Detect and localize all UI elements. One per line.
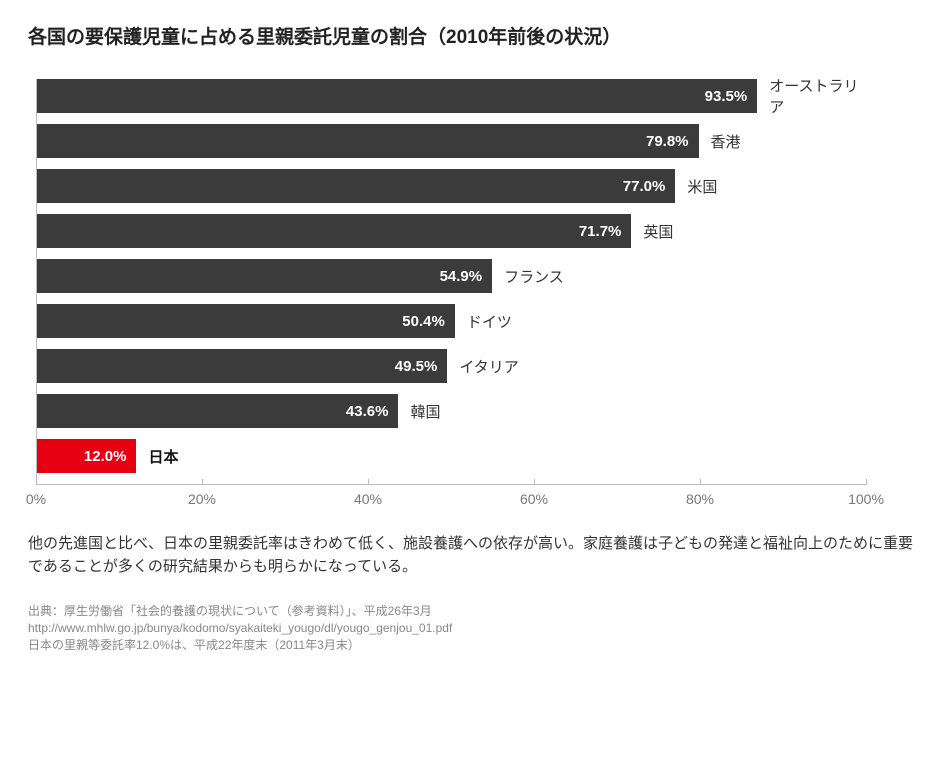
chart-plot: 93.5%オーストラリア 79.8% 香港 77.0% 米国 71.7% 英国 54.9% フラ… [36, 79, 866, 484]
bar-label: 米国 [687, 176, 717, 197]
x-tick: 60% [520, 485, 548, 507]
bar-value: 54.9% [440, 268, 483, 285]
bar-row: 12.0% 日本 [37, 439, 866, 473]
bar: 93.5% [37, 79, 757, 113]
bar: 54.9% [37, 259, 492, 293]
caption-text: 他の先進国と比べ、日本の里親委託率はきわめて低く、施設養護への依存が高い。家庭養… [28, 532, 918, 579]
bar-label: 英国 [643, 221, 673, 242]
chart-title: 各国の要保護児童に占める里親委託児童の割合（2010年前後の状況） [28, 22, 918, 49]
bar-label: イタリア [459, 356, 518, 377]
bar-row: 49.5% イタリア [37, 349, 866, 383]
x-tick: 20% [188, 485, 216, 507]
x-tick: 100% [848, 485, 884, 507]
bar-value: 43.6% [346, 403, 389, 420]
page: 各国の要保護児童に占める里親委託児童の割合（2010年前後の状況） 93.5%オ… [0, 0, 946, 757]
source-block: 出典：厚生労働省「社会的養護の現状について（参考資料）」、平成26年3月http… [28, 603, 918, 655]
bar-value: 50.4% [402, 313, 445, 330]
bar-row: 54.9% フランス [37, 259, 866, 293]
bar-label: フランス [504, 266, 564, 287]
bar-label: 日本 [148, 446, 178, 467]
x-axis: 0%20%40%60%80%100% [36, 484, 866, 514]
bar-label: ドイツ [467, 311, 512, 332]
bar-value: 12.0% [84, 448, 127, 465]
bar: 49.5% [37, 349, 447, 383]
bar-highlight: 12.0% [37, 439, 136, 473]
bar-row: 43.6% 韓国 [37, 394, 866, 428]
bar-value: 77.0% [623, 178, 666, 195]
bar-value: 93.5% [705, 88, 748, 105]
x-tick: 0% [26, 485, 46, 507]
source-line: http://www.mhlw.go.jp/bunya/kodomo/syaka… [28, 620, 918, 637]
bar: 71.7% [37, 214, 631, 248]
bar: 79.8% [37, 124, 699, 158]
bar-value: 49.5% [395, 358, 438, 375]
bar-row: 71.7% 英国 [37, 214, 866, 248]
x-tick: 40% [354, 485, 382, 507]
bar-label: 韓国 [410, 401, 440, 422]
source-line: 日本の里親等委託率12.0%は、平成22年度末（2011年3月末） [28, 637, 918, 654]
bar-value: 71.7% [579, 223, 622, 240]
bar-label: オーストラリア [769, 75, 866, 117]
chart-area: 93.5%オーストラリア 79.8% 香港 77.0% 米国 71.7% 英国 54.9% フラ… [36, 79, 918, 514]
bar-row: 93.5%オーストラリア [37, 79, 866, 113]
bar-label: 香港 [711, 131, 741, 152]
bar: 77.0% [37, 169, 675, 203]
x-tick: 80% [686, 485, 714, 507]
bar: 43.6% [37, 394, 398, 428]
bar-row: 77.0% 米国 [37, 169, 866, 203]
bar-value: 79.8% [646, 133, 689, 150]
bar-row: 50.4% ドイツ [37, 304, 866, 338]
source-line: 出典：厚生労働省「社会的養護の現状について（参考資料）」、平成26年3月 [28, 603, 918, 620]
bar: 50.4% [37, 304, 455, 338]
bar-row: 79.8% 香港 [37, 124, 866, 158]
